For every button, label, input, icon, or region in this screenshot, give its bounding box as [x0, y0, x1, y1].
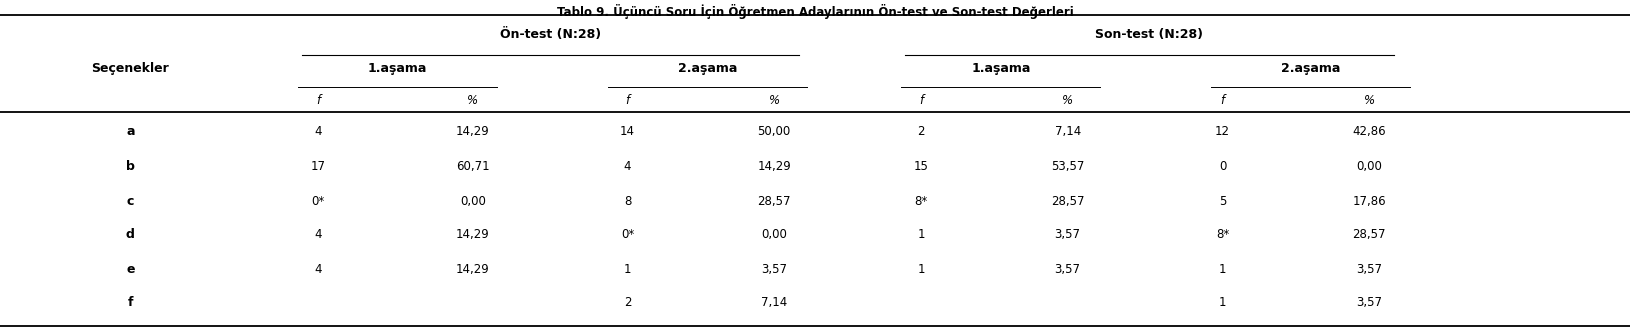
- Text: %: %: [468, 94, 478, 107]
- Text: 53,57: 53,57: [1051, 160, 1084, 173]
- Text: Ön-test (N:28): Ön-test (N:28): [499, 28, 601, 41]
- Text: 1: 1: [1219, 263, 1226, 276]
- Text: f: f: [919, 94, 923, 107]
- Text: 3,57: 3,57: [1055, 263, 1081, 276]
- Text: Tablo 9. Üçüncü Soru İçin Öğretmen Adaylarının Ön-test ve Son-test Değerleri: Tablo 9. Üçüncü Soru İçin Öğretmen Adayl…: [556, 4, 1074, 19]
- Text: 60,71: 60,71: [456, 160, 489, 173]
- Text: 14,29: 14,29: [456, 228, 489, 241]
- Text: 28,57: 28,57: [1353, 228, 1386, 241]
- Text: 2: 2: [918, 125, 924, 138]
- Text: 1.aşama: 1.aşama: [368, 62, 427, 75]
- Text: f: f: [316, 94, 319, 107]
- Text: 14,29: 14,29: [456, 125, 489, 138]
- Text: 1: 1: [918, 228, 924, 241]
- Text: 4: 4: [624, 160, 631, 173]
- Text: 17,86: 17,86: [1353, 195, 1386, 208]
- Text: 4: 4: [315, 125, 321, 138]
- Text: 0,00: 0,00: [761, 228, 787, 241]
- Text: 8*: 8*: [914, 195, 927, 208]
- Text: 3,57: 3,57: [1055, 228, 1081, 241]
- Text: 1: 1: [1219, 296, 1226, 309]
- Text: 3,57: 3,57: [1356, 296, 1382, 309]
- Text: Seçenekler: Seçenekler: [91, 62, 170, 75]
- Text: a: a: [126, 125, 135, 138]
- Text: 15: 15: [913, 160, 929, 173]
- Text: 2: 2: [624, 296, 631, 309]
- Text: 7,14: 7,14: [1055, 125, 1081, 138]
- Text: d: d: [126, 228, 135, 241]
- Text: 4: 4: [315, 263, 321, 276]
- Text: 8: 8: [624, 195, 631, 208]
- Text: 0,00: 0,00: [460, 195, 486, 208]
- Text: f: f: [626, 94, 629, 107]
- Text: 0,00: 0,00: [1356, 160, 1382, 173]
- Text: %: %: [1063, 94, 1073, 107]
- Text: 8*: 8*: [1216, 228, 1229, 241]
- Text: 1: 1: [918, 263, 924, 276]
- Text: 14,29: 14,29: [758, 160, 791, 173]
- Text: 42,86: 42,86: [1353, 125, 1386, 138]
- Text: b: b: [126, 160, 135, 173]
- Text: 1: 1: [624, 263, 631, 276]
- Text: f: f: [127, 296, 134, 309]
- Text: 0*: 0*: [311, 195, 324, 208]
- Text: 3,57: 3,57: [1356, 263, 1382, 276]
- Text: 2.aşama: 2.aşama: [678, 62, 737, 75]
- Text: Son-test (N:28): Son-test (N:28): [1095, 28, 1203, 41]
- Text: %: %: [1364, 94, 1374, 107]
- Text: 14,29: 14,29: [456, 263, 489, 276]
- Text: 4: 4: [315, 228, 321, 241]
- Text: 5: 5: [1219, 195, 1226, 208]
- Text: 17: 17: [310, 160, 326, 173]
- Text: 28,57: 28,57: [1051, 195, 1084, 208]
- Text: 0*: 0*: [621, 228, 634, 241]
- Text: e: e: [126, 263, 135, 276]
- Text: 14: 14: [619, 125, 636, 138]
- Text: 12: 12: [1214, 125, 1231, 138]
- Text: 3,57: 3,57: [761, 263, 787, 276]
- Text: 1.aşama: 1.aşama: [971, 62, 1030, 75]
- Text: 0: 0: [1219, 160, 1226, 173]
- Text: 28,57: 28,57: [758, 195, 791, 208]
- Text: f: f: [1221, 94, 1224, 107]
- Text: 7,14: 7,14: [761, 296, 787, 309]
- Text: 2.aşama: 2.aşama: [1281, 62, 1340, 75]
- Text: %: %: [769, 94, 779, 107]
- Text: c: c: [127, 195, 134, 208]
- Text: 50,00: 50,00: [758, 125, 791, 138]
